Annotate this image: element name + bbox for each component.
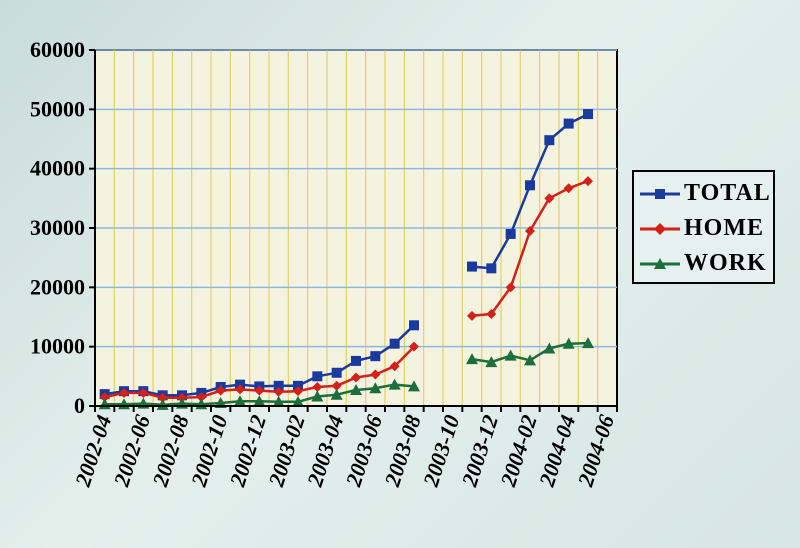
data-point-home <box>467 310 477 321</box>
y-tick-label: 60000 <box>30 37 85 62</box>
data-point-total <box>486 263 497 274</box>
data-point-home <box>254 385 265 396</box>
data-point-home <box>370 369 381 380</box>
data-point-work <box>156 398 169 410</box>
data-point-total <box>331 367 342 378</box>
legend-item-home: HOME <box>634 213 774 245</box>
legend: TOTAL HOME WORK <box>632 170 775 284</box>
data-point-work <box>485 356 498 368</box>
data-point-work <box>234 395 246 407</box>
data-point-work <box>272 395 285 407</box>
data-point-home <box>351 372 361 383</box>
data-point-work <box>466 353 478 365</box>
data-point-total <box>370 351 381 362</box>
data-point-total <box>544 135 555 146</box>
data-point-work <box>292 395 304 407</box>
legend-label-total: TOTAL <box>684 180 771 206</box>
data-point-total <box>351 355 361 366</box>
data-point-total <box>583 109 593 120</box>
data-point-home <box>563 183 574 194</box>
data-point-home <box>312 382 323 393</box>
data-point-total <box>273 380 284 391</box>
data-point-total <box>525 180 535 191</box>
data-point-work <box>562 337 575 349</box>
data-point-home <box>99 392 110 403</box>
data-point-home <box>138 387 149 398</box>
data-point-total <box>293 380 303 391</box>
data-point-work <box>311 390 324 402</box>
data-point-home <box>331 380 342 391</box>
y-tick-label: 10000 <box>30 334 85 359</box>
data-point-work <box>582 337 594 349</box>
data-point-work <box>369 382 382 394</box>
legend-label-work: WORK <box>684 250 767 276</box>
legend-swatch-total <box>640 189 680 199</box>
data-point-work <box>408 380 420 392</box>
data-point-total <box>505 228 516 239</box>
data-point-home <box>505 282 516 293</box>
data-point-home <box>293 386 303 397</box>
series-layer <box>98 109 594 410</box>
data-point-total <box>563 118 574 129</box>
data-point-work <box>524 354 536 366</box>
data-point-home <box>119 387 129 398</box>
y-tick-label: 30000 <box>30 215 85 240</box>
x-tick-label: 2004-06 <box>572 412 619 490</box>
data-point-work <box>543 342 556 354</box>
data-point-total <box>467 261 477 272</box>
gridlines <box>95 49 617 406</box>
data-point-home <box>389 361 400 372</box>
legend-item-total: TOTAL <box>634 178 774 210</box>
data-point-home <box>544 193 555 204</box>
data-point-home <box>235 384 245 395</box>
y-tick-label: 40000 <box>30 156 85 181</box>
data-point-home <box>525 225 535 236</box>
legend-label-home: HOME <box>684 215 764 241</box>
data-point-work <box>350 383 362 395</box>
data-point-total <box>312 371 323 382</box>
series-home <box>99 176 593 403</box>
data-point-total <box>389 338 400 349</box>
data-point-work <box>330 388 343 400</box>
data-point-home <box>273 386 284 397</box>
legend-swatch-home <box>640 223 680 235</box>
y-tick-label: 20000 <box>30 274 85 299</box>
x-axis: 2002-042002-062002-082002-102002-122003-… <box>70 406 619 490</box>
data-point-total <box>409 320 419 331</box>
data-point-home <box>409 341 419 352</box>
data-point-home <box>215 385 226 396</box>
y-tick-label: 0 <box>74 393 85 418</box>
data-point-home <box>486 309 497 320</box>
data-point-work <box>504 349 517 361</box>
y-tick-label: 50000 <box>30 96 85 121</box>
data-point-work <box>253 395 266 407</box>
data-point-work <box>388 378 401 390</box>
series-work <box>98 337 594 410</box>
data-point-home <box>196 392 207 403</box>
y-axis: 0 10000 20000 30000 40000 50000 60000 <box>30 37 95 418</box>
legend-item-work: WORK <box>634 248 774 280</box>
data-point-home <box>583 176 593 187</box>
data-point-home <box>157 392 168 403</box>
legend-swatch-work <box>640 258 680 269</box>
